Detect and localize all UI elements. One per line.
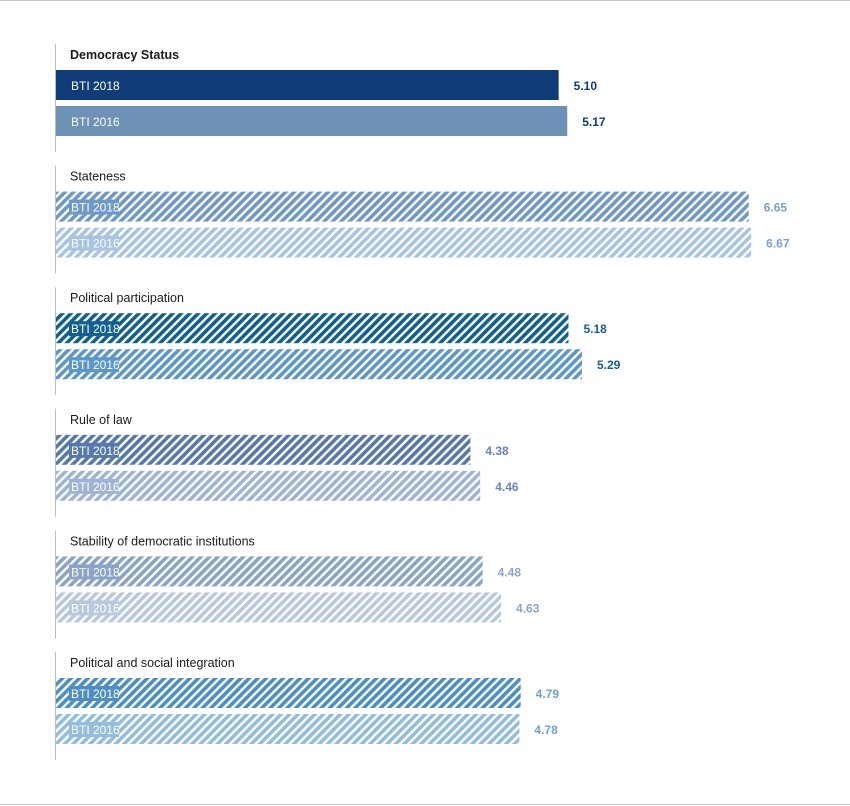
value-label-political-and-social-integration-bti2016: 4.78 <box>534 723 558 737</box>
bar-democracy-status-bti2016 <box>56 106 568 136</box>
bar-rule-of-law-bti2018 <box>56 434 471 465</box>
group-title-democracy-status: Democracy Status <box>70 48 179 62</box>
bar-label-box-rule-of-law-bti2016 <box>69 478 119 494</box>
bar-label-democracy-status-bti2016: BTI 2016 <box>71 115 120 129</box>
bar-stateness-bti2018 <box>56 191 749 222</box>
group-title-stateness: Stateness <box>70 170 126 184</box>
bar-label-stateness-bti2018: BTI 2018 <box>71 201 120 215</box>
bar-label-box-stability-of-democratic-institutions-bti2018 <box>69 564 119 580</box>
bar-rule-of-law-bti2016 <box>56 470 481 501</box>
bar-label-box-political-and-social-integration-bti2016 <box>69 722 119 737</box>
bar-label-political-and-social-integration-bti2018: BTI 2018 <box>71 687 120 701</box>
bar-stateness-bti2016 <box>56 227 752 258</box>
value-label-democracy-status-bti2016: 5.17 <box>582 115 606 129</box>
bar-political-participation-bti2016 <box>56 349 582 380</box>
bar-label-box-political-and-social-integration-bti2018 <box>69 686 119 701</box>
value-label-political-participation-bti2016: 5.29 <box>597 358 621 372</box>
value-label-rule-of-law-bti2018: 4.38 <box>485 444 509 458</box>
bar-label-political-and-social-integration-bti2016: BTI 2016 <box>71 723 120 737</box>
bar-stability-of-democratic-institutions-bti2016 <box>56 592 502 623</box>
bar-political-and-social-integration-bti2018 <box>56 678 521 708</box>
bar-label-rule-of-law-bti2016: BTI 2016 <box>71 480 120 494</box>
value-label-political-participation-bti2018: 5.18 <box>583 322 607 336</box>
value-label-rule-of-law-bti2016: 4.46 <box>495 480 519 494</box>
value-label-stateness-bti2016: 6.67 <box>766 237 790 251</box>
bar-label-political-participation-bti2016: BTI 2016 <box>71 358 120 372</box>
bar-label-box-stateness-bti2018 <box>69 199 119 215</box>
value-label-stateness-bti2018: 6.65 <box>764 201 788 215</box>
bar-label-political-participation-bti2018: BTI 2018 <box>71 322 120 336</box>
bar-label-stateness-bti2016: BTI 2016 <box>71 237 120 251</box>
bar-political-and-social-integration-bti2016 <box>56 714 520 744</box>
bar-label-rule-of-law-bti2018: BTI 2018 <box>71 444 120 458</box>
bar-label-box-political-participation-bti2016 <box>69 357 119 373</box>
bar-label-box-rule-of-law-bti2018 <box>69 442 119 458</box>
bar-label-democracy-status-bti2018: BTI 2018 <box>71 79 120 93</box>
bottom-rule <box>0 804 850 805</box>
bar-label-box-political-participation-bti2018 <box>69 321 119 337</box>
bar-political-participation-bti2018 <box>56 313 569 344</box>
value-label-stability-of-democratic-institutions-bti2018: 4.48 <box>498 565 522 579</box>
group-title-stability-of-democratic-institutions: Stability of democratic institutions <box>70 534 255 548</box>
bar-label-box-stability-of-democratic-institutions-bti2016 <box>69 600 119 616</box>
group-title-rule-of-law: Rule of law <box>70 413 133 427</box>
value-label-stability-of-democratic-institutions-bti2016: 4.63 <box>516 601 540 615</box>
group-title-political-and-social-integration: Political and social integration <box>70 656 235 670</box>
top-rule <box>0 0 850 1</box>
value-label-political-and-social-integration-bti2018: 4.79 <box>536 687 560 701</box>
bar-label-stability-of-democratic-institutions-bti2016: BTI 2016 <box>71 601 120 615</box>
bar-label-box-stateness-bti2016 <box>69 235 119 251</box>
group-title-political-participation: Political participation <box>70 291 184 305</box>
bar-democracy-status-bti2018 <box>56 70 559 100</box>
bar-label-stability-of-democratic-institutions-bti2018: BTI 2018 <box>71 565 120 579</box>
bar-stability-of-democratic-institutions-bti2018 <box>56 556 483 587</box>
value-label-democracy-status-bti2018: 5.10 <box>574 79 598 93</box>
